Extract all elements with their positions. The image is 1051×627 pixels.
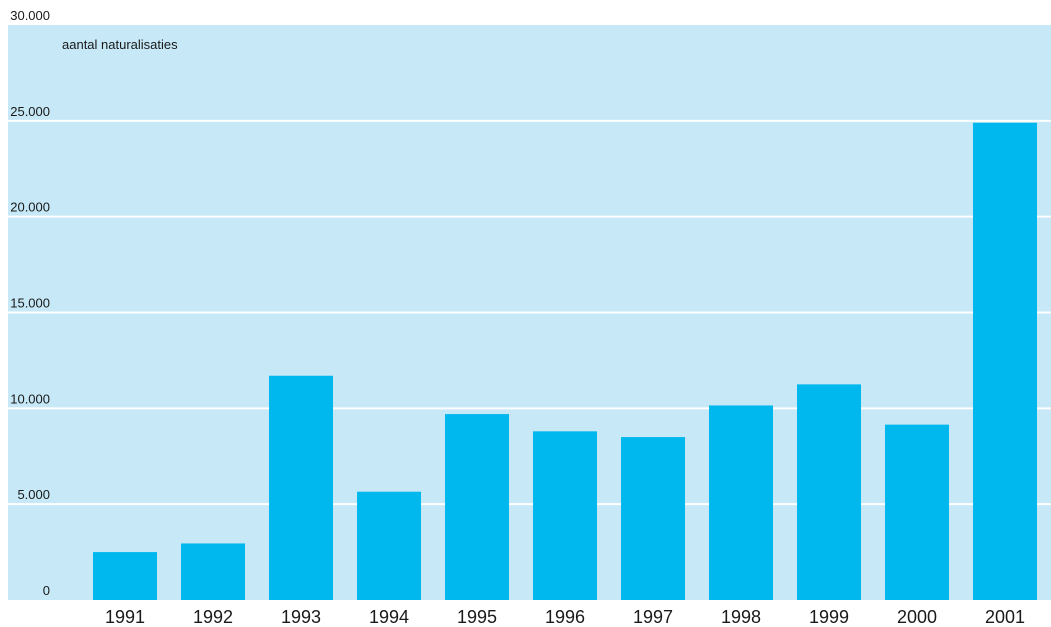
x-tick-label: 1998	[721, 607, 761, 627]
x-tick-label: 1994	[369, 607, 409, 627]
x-tick-label: 1996	[545, 607, 585, 627]
x-tick-label: 1992	[193, 607, 233, 627]
x-axis-ticks: 1991 1992 1993 1994 1995 1996 1997 1998 1999 2000…	[105, 607, 1025, 627]
x-tick-label: 1991	[105, 607, 145, 627]
bar-1992	[181, 543, 245, 600]
bar-2001	[973, 122, 1037, 600]
x-tick-label: 2000	[897, 607, 937, 627]
y-tick-label: 20.000	[10, 200, 50, 215]
x-tick-label: 1999	[809, 607, 849, 627]
y-tick-label: 15.000	[10, 296, 50, 311]
gridlines	[8, 119, 1051, 506]
x-tick-label: 1993	[281, 607, 321, 627]
y-tick-label: 25.000	[10, 104, 50, 119]
bar-2000	[885, 424, 949, 600]
y-tick-label: 0	[43, 583, 50, 598]
bar-1998	[709, 405, 773, 600]
bar-1991	[93, 552, 157, 600]
bar-1995	[445, 414, 509, 600]
bar-1994	[357, 491, 421, 600]
x-tick-label: 1995	[457, 607, 497, 627]
y-axis-ticks: 0 5.000 10.000 15.000 20.000 25.000 30.000	[10, 8, 50, 598]
series-label: aantal naturalisaties	[62, 37, 178, 52]
bars	[93, 122, 1037, 600]
bar-1996	[533, 431, 597, 600]
bar-1993	[269, 375, 333, 600]
y-tick-label: 10.000	[10, 391, 50, 406]
x-tick-label: 2001	[985, 607, 1025, 627]
y-tick-label: 5.000	[17, 487, 50, 502]
y-tick-label: 30.000	[10, 8, 50, 23]
x-tick-label: 1997	[633, 607, 673, 627]
bar-1997	[621, 437, 685, 600]
bar-1999	[797, 384, 861, 600]
